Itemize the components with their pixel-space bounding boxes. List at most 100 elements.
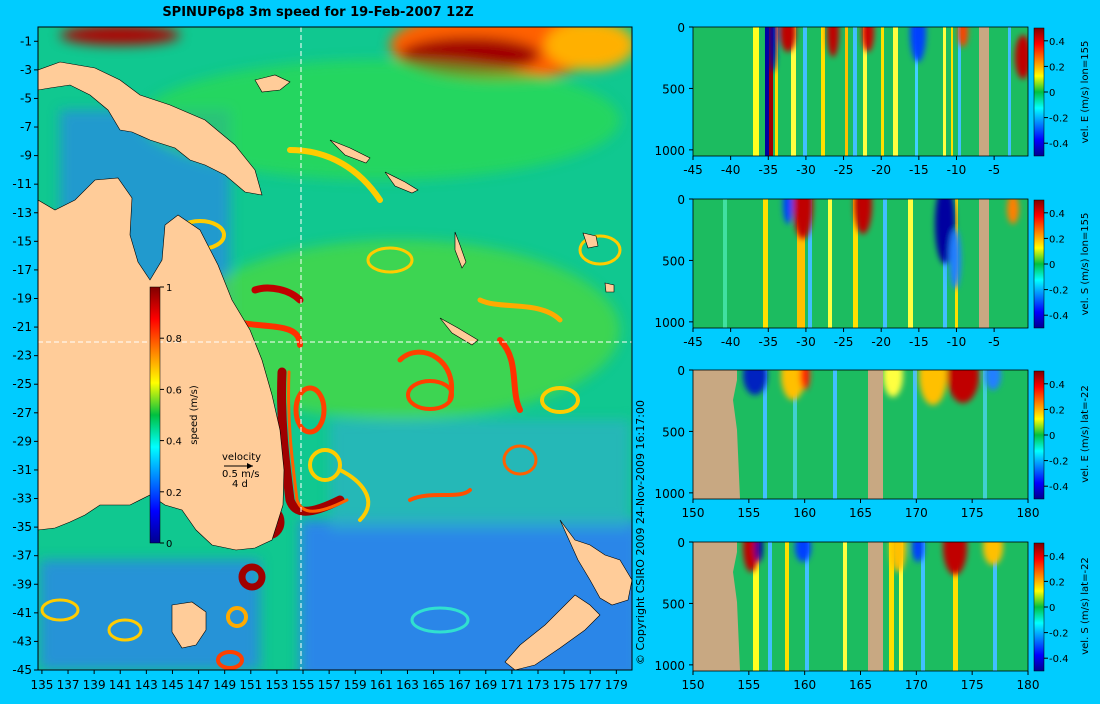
land-new-britain (254, 74, 291, 93)
section-1-y-tick-label: 0 (677, 21, 685, 35)
land-solomon-1 (329, 139, 371, 164)
section-2-colorbar-label: vel. S (m/s) lon=155 (1080, 213, 1091, 316)
section-4-surface (743, 542, 1003, 575)
stripe (889, 542, 894, 671)
section-1-x-tick-label: -45 (683, 163, 703, 177)
map-x-tick-label: 147 (187, 678, 210, 692)
land-vanuatu (454, 231, 467, 269)
stripe (791, 27, 796, 156)
map-eddy-3 (226, 606, 248, 628)
section-4-colorbar-label: vel. S (m/s) lat=-22 (1080, 557, 1091, 655)
section-2-x-tick-label: -15 (909, 335, 929, 349)
section-2-y-tick-label: 0 (677, 193, 685, 207)
surface-blob (800, 370, 810, 390)
section-2-x-tick-label: -35 (758, 335, 778, 349)
surface-blob (780, 27, 796, 52)
map-y-tick-label: -33 (12, 492, 32, 506)
map-eddies (40, 147, 622, 670)
map-eddy-13 (578, 234, 622, 266)
stripe (775, 27, 778, 156)
map-jet-coral-2 (251, 284, 304, 304)
section-3-x-tick-label: 180 (1017, 506, 1040, 520)
surface-blob (912, 542, 924, 562)
section-2-colorbar-tick-label: 0.4 (1049, 209, 1065, 220)
surface-blob (919, 370, 947, 405)
section-4-y-tick-label: 500 (662, 597, 685, 611)
map-y-tick-label: -31 (12, 463, 32, 477)
stripe (769, 27, 773, 156)
map-jet-east-2 (477, 297, 563, 323)
map-y-tick-label: -35 (12, 520, 32, 534)
section-3-colorbar-label: vel. E (m/s) lat=-22 (1080, 385, 1091, 483)
map-y-tick-label: -17 (12, 263, 32, 277)
surface-blob (854, 199, 872, 234)
surface-blob (1015, 35, 1028, 79)
stripe (833, 370, 837, 499)
stripe (785, 542, 789, 671)
stripe (983, 370, 987, 499)
map-region-northeast (545, 27, 632, 70)
map-x-tick-label: 169 (474, 678, 497, 692)
section-2-colorbar-tick-label: 0 (1049, 260, 1055, 271)
section-4-colorbar-tick-label: -0.4 (1049, 654, 1069, 665)
section-3-colorbar-tick-label: 0.4 (1049, 380, 1065, 391)
map-x-tick-label: 157 (318, 678, 341, 692)
stripe (915, 27, 918, 156)
stripe (803, 27, 807, 156)
section-3-x-tick-label: 175 (961, 506, 984, 520)
speed-colorbar-tick-label: 0 (166, 539, 172, 550)
map-y-tick-label: -9 (20, 149, 32, 163)
land-new-guinea (38, 61, 263, 196)
map-y-tick-label: -19 (12, 291, 32, 305)
section-1-x-tick-label: -15 (909, 163, 929, 177)
map-field (38, 27, 632, 670)
land-new-zealand-south (504, 594, 601, 670)
section-1-x-tick-label: -25 (834, 163, 854, 177)
section-2-x-tick-label: -45 (683, 335, 703, 349)
map-land (38, 61, 632, 670)
speed-colorbar-tick-label: 0.6 (166, 385, 182, 396)
velocity-key-speed: 0.5 m/s (222, 469, 259, 480)
sections: vel. E (m/s) lon=155 (654, 21, 1091, 692)
section-4-x-tick-label: 165 (849, 678, 872, 692)
stripe (908, 199, 913, 328)
velocity-key-label: velocity (222, 452, 261, 463)
section-4-stripes (753, 542, 997, 671)
stripe (845, 27, 848, 156)
land-fiji-2 (604, 282, 615, 293)
speed-colorbar (149, 286, 161, 544)
section-2-surface (783, 199, 1019, 289)
section-2-colorbar (1033, 199, 1045, 329)
surface-blob (1007, 199, 1019, 224)
surface-blob (783, 199, 793, 224)
section-1-colorbar-tick-label: 0.4 (1049, 37, 1065, 48)
surface-blob (983, 542, 1003, 565)
surface-blob (743, 542, 759, 572)
map-x-ticks: 135 137 139 141 143 145 147 149 151 153 155 157 159 1… (30, 670, 628, 692)
section-1-x-tick-label: -40 (721, 163, 741, 177)
section-4-y-tick-label: 0 (677, 536, 685, 550)
stripe (943, 27, 946, 156)
section-1-colorbar-tick-label: -0.2 (1049, 114, 1069, 125)
surface-blob (827, 27, 839, 57)
land-tasmania (171, 601, 207, 649)
surface-blob (949, 229, 961, 289)
land-australia (38, 177, 285, 551)
stripe (953, 542, 958, 671)
surface-blob (755, 542, 763, 562)
section-3-x-tick-label: 155 (737, 506, 760, 520)
stripe (793, 370, 797, 499)
map-y-tick-label: -7 (20, 120, 32, 134)
stripe (899, 542, 903, 671)
map-eddy-12 (410, 606, 470, 634)
surface-blob (743, 370, 767, 395)
section-3-land-ridge (868, 370, 883, 499)
map-y-tick-label: -29 (12, 434, 32, 448)
speed-colorbar-tick-label: 0.2 (166, 488, 182, 499)
map-x-tick-label: 173 (527, 678, 550, 692)
map-eddy-8 (502, 444, 538, 476)
map-y-tick-label: -43 (12, 634, 32, 648)
surface-blob (958, 27, 968, 47)
section-3-x-tick-label: 160 (793, 506, 816, 520)
